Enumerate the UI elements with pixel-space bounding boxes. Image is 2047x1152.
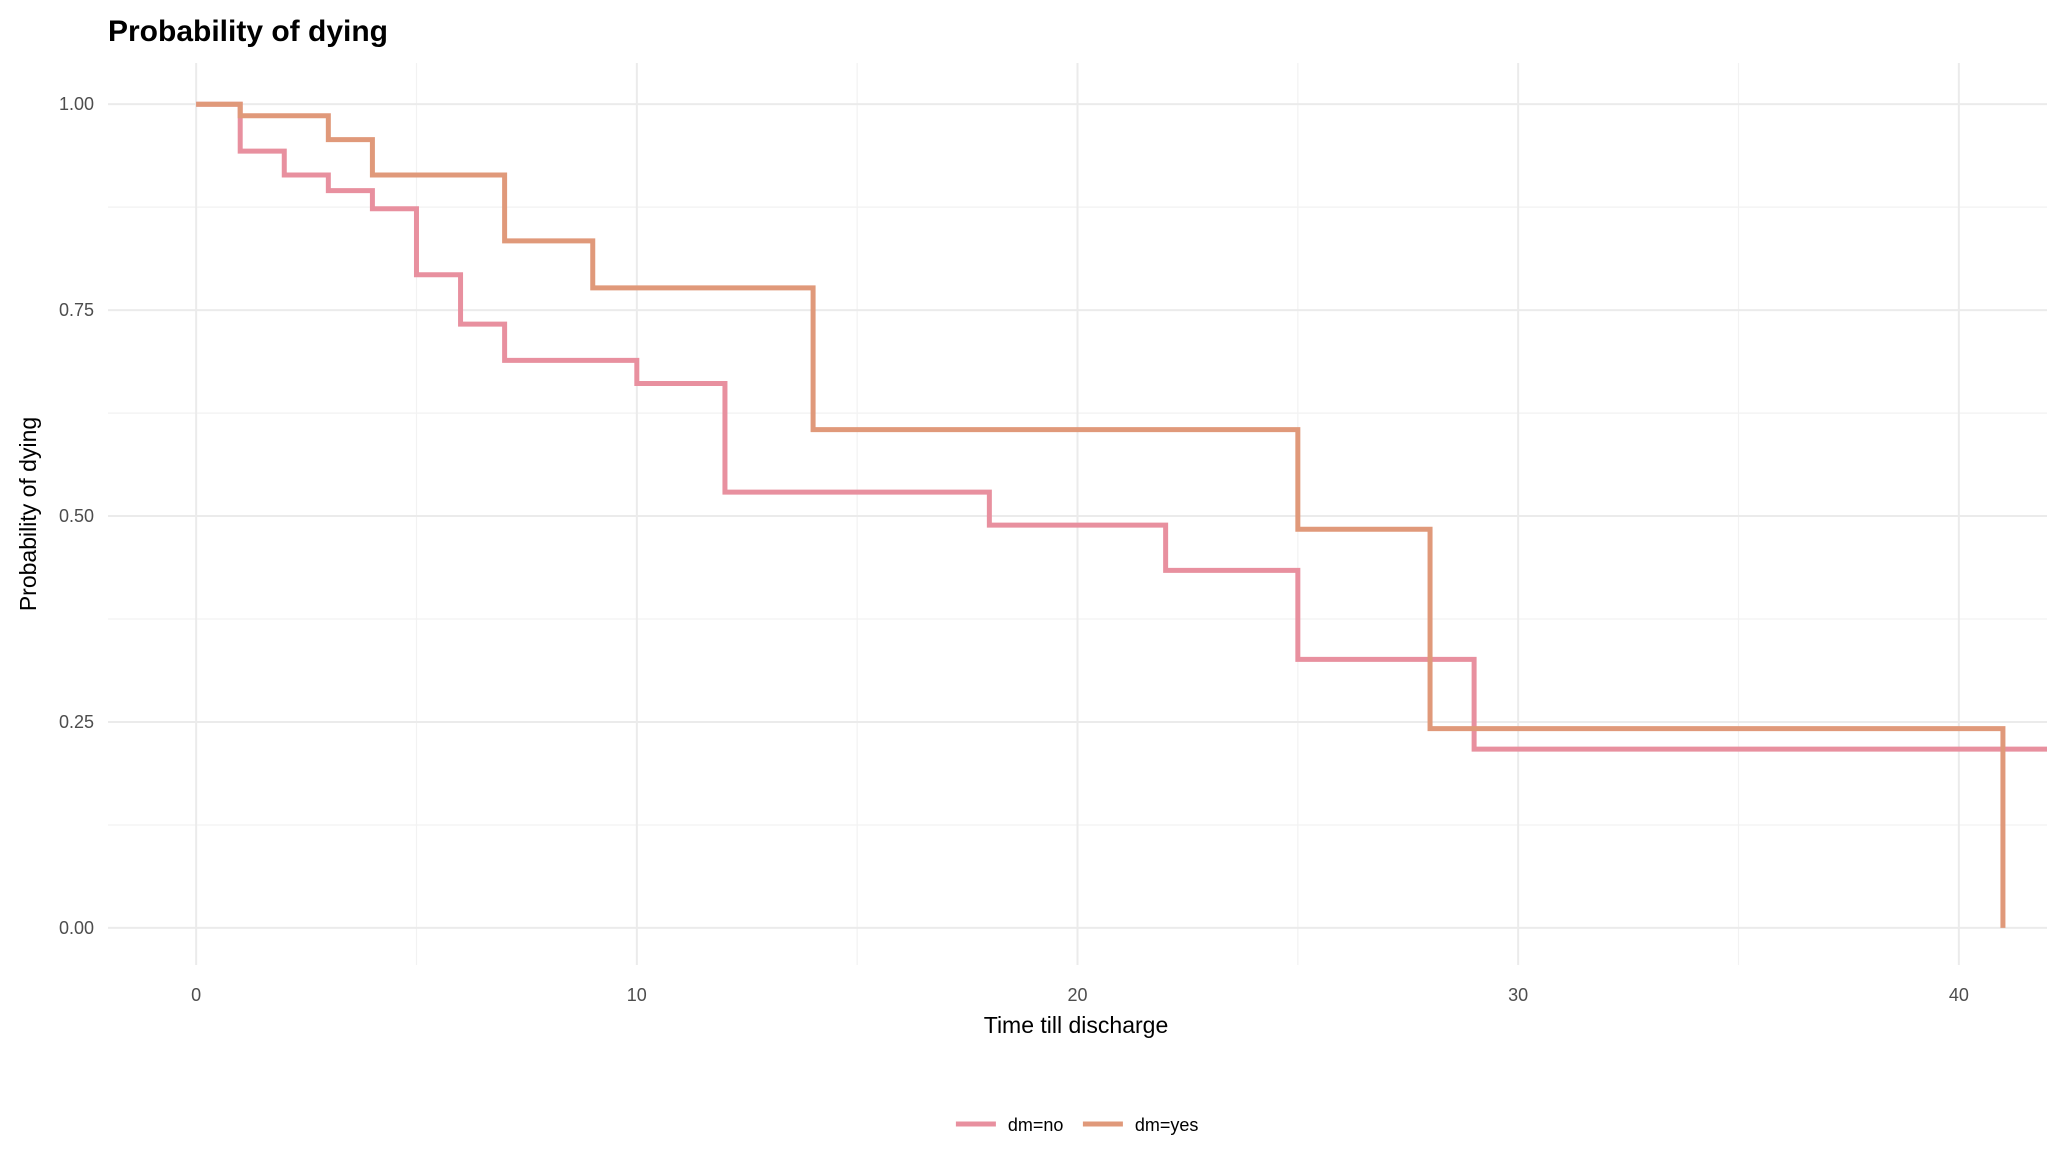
- legend: dm=no dm=yes: [955, 1115, 1199, 1135]
- legend-label-dm-yes: dm=yes: [1135, 1115, 1199, 1135]
- series-line-dm-no: [196, 101, 2047, 752]
- x-axis-title: Time till discharge: [984, 1012, 1168, 1038]
- y-tick-label: 0.25: [59, 712, 94, 732]
- y-tick-label: 0.75: [59, 300, 94, 320]
- axes: 0 10 20 30 40 0.00 0.25 0.50 0.75 1.00: [59, 94, 1969, 1005]
- y-axis-title: Probability of dying: [15, 417, 41, 611]
- y-tick-label: 1.00: [59, 94, 94, 114]
- x-tick-label: 40: [1949, 985, 1969, 1005]
- plot-area: [196, 101, 2047, 928]
- x-tick-label: 0: [191, 985, 201, 1005]
- x-tick-label: 10: [627, 985, 647, 1005]
- x-tick-label: 20: [1067, 985, 1087, 1005]
- y-tick-label: 0.50: [59, 506, 94, 526]
- x-tick-label: 30: [1508, 985, 1528, 1005]
- series-line-dm-yes: [196, 101, 2006, 928]
- grid: [108, 63, 2047, 965]
- legend-label-dm-no: dm=no: [1008, 1115, 1064, 1135]
- y-tick-label: 0.00: [59, 918, 94, 938]
- chart-title: Probability of dying: [108, 15, 388, 48]
